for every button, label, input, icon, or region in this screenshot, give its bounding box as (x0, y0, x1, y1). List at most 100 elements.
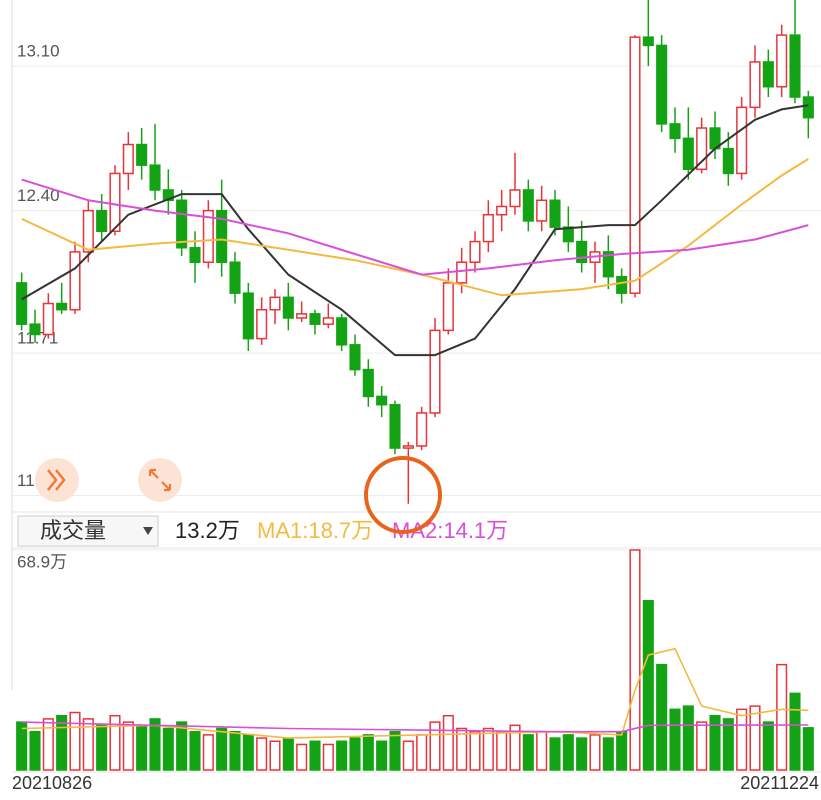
ma-line (21, 721, 809, 733)
ma-line (21, 158, 809, 297)
candle-body (176, 199, 188, 249)
candle-body (296, 313, 308, 319)
candle-body (429, 329, 441, 414)
candle-body (229, 261, 241, 294)
volume-bar (669, 708, 681, 771)
candle-body (482, 213, 494, 243)
volume-bar (29, 730, 41, 771)
volume-bar (656, 663, 668, 771)
candle-body (496, 205, 508, 216)
candle-body (682, 137, 694, 171)
ma-line (21, 178, 809, 276)
candle-body (69, 251, 81, 311)
candle-body (789, 34, 801, 98)
volume-bar (269, 740, 281, 771)
candle-body (536, 199, 548, 222)
candle-body (242, 292, 254, 340)
candle-body (269, 296, 281, 311)
volume-bar (749, 705, 761, 771)
volume-bar (176, 721, 188, 771)
candle-body (642, 36, 654, 47)
volume-bar (336, 740, 348, 771)
candle-body (549, 199, 561, 228)
candle-body (762, 61, 774, 88)
candle-body (749, 61, 761, 109)
y-tick-label: 13.10 (17, 42, 60, 61)
volume-bar (309, 740, 321, 771)
volume-bar (296, 743, 308, 771)
candle-body (456, 261, 468, 284)
volume-bar (509, 724, 521, 771)
volume-bar (576, 737, 588, 771)
volume-bar (629, 549, 641, 771)
candle-body (362, 368, 374, 398)
volume-bar (642, 600, 654, 771)
candle-body (202, 209, 214, 263)
candle-body (189, 247, 201, 263)
expand-icon (148, 468, 172, 492)
indicator-dropdown[interactable] (17, 515, 159, 547)
candle-body (389, 403, 401, 449)
expand-button[interactable] (138, 458, 182, 502)
candle-body (442, 282, 454, 332)
volume-bar (402, 740, 414, 771)
current-volume: 13.2万 (175, 518, 240, 543)
volume-bar (256, 737, 268, 771)
ma-line (21, 647, 809, 739)
candle-body (82, 209, 94, 253)
volume-bar (376, 740, 388, 771)
volume-bar (522, 734, 534, 771)
volume-bar (482, 727, 494, 771)
candle-body (149, 164, 161, 191)
volume-bar (736, 708, 748, 771)
ma-line (21, 104, 809, 357)
volume-bar (82, 718, 94, 771)
volume-bar (109, 714, 121, 771)
candle-body (122, 143, 134, 175)
candle-body (376, 395, 388, 406)
candle-body (669, 123, 681, 140)
y-tick-label: 12.40 (17, 186, 60, 205)
volume-bar (202, 734, 214, 771)
candle-body (416, 412, 428, 447)
volume-bar (536, 730, 548, 771)
volume-bar (96, 724, 108, 771)
volume-bar (16, 721, 28, 771)
candle-body (56, 302, 68, 311)
candle-body (349, 344, 361, 371)
volume-bar (242, 734, 254, 771)
dropdown-arrow (143, 527, 153, 535)
volume-bar (589, 734, 601, 771)
volume-bar (602, 737, 614, 771)
volume-bar (802, 727, 814, 771)
candle-body (309, 313, 321, 325)
volume-bar (229, 730, 241, 771)
volume-bar (469, 730, 481, 771)
candle-body (402, 445, 414, 449)
candle-body (629, 36, 641, 294)
candle-body (576, 240, 588, 263)
candle-body (282, 296, 294, 319)
candle-body (216, 209, 228, 263)
candle-body (616, 275, 628, 294)
y-tick-label: 68.9万 (17, 552, 67, 571)
volume-bar (442, 714, 454, 771)
volume-bar (122, 721, 134, 771)
volume-bar (722, 718, 734, 771)
volume-bar (709, 714, 721, 771)
volume-bar (776, 663, 788, 771)
candle-body (802, 96, 814, 119)
chevron-icon (47, 469, 66, 491)
volume-bar (149, 718, 161, 771)
candle-body (696, 127, 708, 171)
volume-bar (189, 730, 201, 771)
volume-bar (216, 727, 228, 771)
volume-bar (789, 692, 801, 771)
candle-body (562, 226, 574, 243)
candle-body (109, 172, 121, 233)
volume-bar (162, 727, 174, 771)
volume-bar (389, 730, 401, 771)
candle-body (656, 44, 668, 125)
